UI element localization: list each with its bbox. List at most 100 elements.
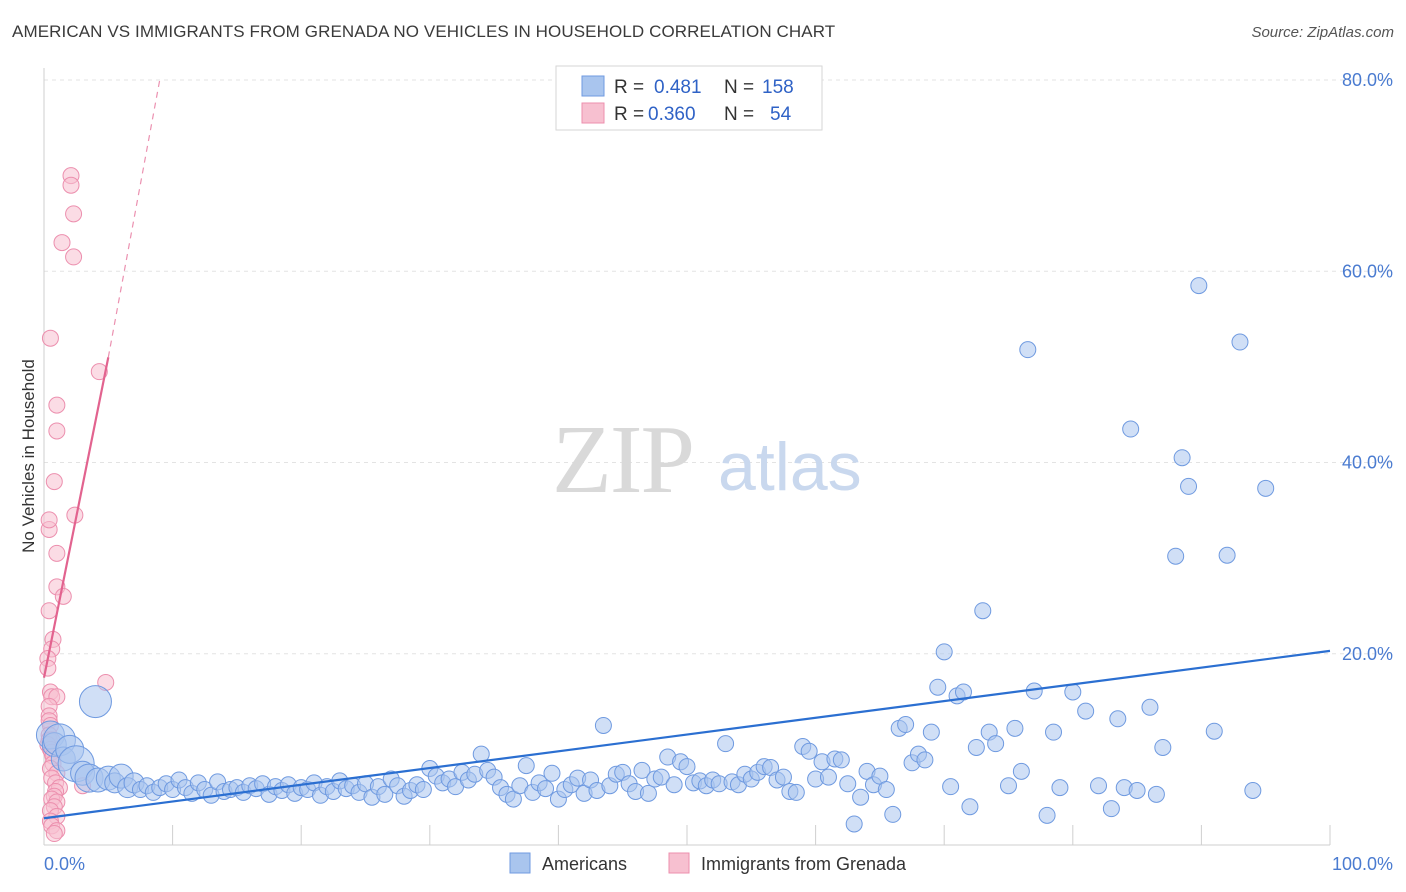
- bottom-legend-grenada: Immigrants from Grenada: [701, 854, 907, 874]
- american-point-124: [832, 751, 850, 769]
- american-point-131: [877, 781, 895, 799]
- grenada-point-16: [40, 602, 58, 620]
- legend-n-label-grenada: N =: [724, 104, 754, 125]
- grenada-point-3: [53, 234, 71, 252]
- legend-r-americans: 0.481: [654, 77, 702, 98]
- american-point-115: [774, 768, 792, 786]
- american-point-167: [1154, 738, 1172, 756]
- american-point-139: [929, 678, 947, 696]
- american-point-138: [922, 723, 940, 741]
- y-tick-label-2: 60.0%: [1342, 261, 1393, 281]
- legend-swatch-americans: [581, 75, 605, 97]
- american-point-122: [819, 768, 837, 786]
- american-point-117: [787, 783, 805, 801]
- american-point-53: [376, 785, 394, 803]
- legend-r-label-americans: R =: [614, 77, 644, 98]
- american-point-172: [1205, 722, 1223, 740]
- grenada-point-9: [45, 473, 63, 491]
- american-point-143: [954, 683, 972, 701]
- grenada-point-8: [48, 422, 66, 440]
- y-tick-label-1: 40.0%: [1342, 453, 1393, 473]
- american-point-157: [1064, 683, 1082, 701]
- american-point-140: [935, 643, 953, 661]
- american-point-155: [1045, 723, 1063, 741]
- american-point-160: [1102, 800, 1120, 818]
- american-point-75: [517, 757, 535, 775]
- american-point-174: [1231, 333, 1249, 351]
- american-point-171: [1190, 277, 1208, 295]
- american-point-79: [543, 764, 561, 782]
- grenada-point-15: [54, 587, 72, 605]
- grenada-point-12: [40, 511, 58, 529]
- american-point-134: [897, 716, 915, 734]
- grenada-point-2: [65, 205, 83, 223]
- legend-n-grenada: 54: [770, 104, 792, 125]
- x-tick-label-1: 100.0%: [1332, 854, 1393, 874]
- y-tick-label-0: 20.0%: [1342, 644, 1393, 664]
- american-point-8: [78, 685, 112, 719]
- american-point-156: [1051, 779, 1069, 797]
- american-point-166: [1147, 785, 1165, 803]
- american-point-126: [845, 815, 863, 833]
- american-point-173: [1218, 546, 1236, 564]
- american-point-141: [942, 778, 960, 796]
- grenada-point-7: [48, 396, 66, 414]
- watermark: ZIP atlas: [552, 406, 862, 514]
- american-point-59: [414, 781, 432, 799]
- american-point-149: [1000, 777, 1017, 795]
- legend-n-americans: 158: [762, 77, 794, 98]
- american-points: [35, 277, 1275, 833]
- american-point-146: [974, 602, 992, 620]
- american-point-137: [916, 751, 934, 769]
- american-point-132: [884, 805, 902, 823]
- american-point-151: [1012, 762, 1030, 780]
- american-point-150: [1006, 719, 1024, 737]
- american-point-176: [1257, 479, 1275, 497]
- axes: [43, 68, 1331, 846]
- chart-title: AMERICAN VS IMMIGRANTS FROM GRENADA NO V…: [12, 22, 836, 41]
- american-point-119: [800, 742, 818, 760]
- american-point-127: [852, 788, 870, 806]
- bottom-legend: Americans Immigrants from Grenada: [509, 852, 907, 874]
- american-point-164: [1128, 781, 1146, 799]
- american-point-158: [1077, 702, 1095, 720]
- american-point-152: [1019, 341, 1037, 359]
- american-point-161: [1109, 710, 1127, 728]
- legend-r-grenada: 0.360: [648, 104, 696, 125]
- grenada-point-53: [45, 825, 63, 843]
- watermark-atlas: atlas: [718, 429, 862, 505]
- american-point-169: [1173, 449, 1191, 467]
- american-point-159: [1090, 777, 1108, 795]
- american-point-154: [1038, 806, 1056, 824]
- american-point-106: [717, 735, 735, 753]
- american-point-170: [1180, 477, 1198, 495]
- watermark-zip: ZIP: [552, 406, 693, 514]
- american-point-98: [665, 776, 683, 794]
- american-trend-line: [43, 649, 1331, 820]
- bottom-legend-americans: Americans: [542, 854, 627, 874]
- grid-lines: [44, 79, 1395, 655]
- american-point-175: [1244, 781, 1262, 799]
- american-point-163: [1122, 420, 1140, 438]
- american-point-94: [639, 784, 657, 802]
- x-tick-label-0: 0.0%: [44, 854, 85, 874]
- grenada-point-4: [65, 248, 83, 266]
- bottom-legend-swatch-americans: [509, 852, 531, 874]
- top-legend: R = 0.481 N = 158 R = 0.360 N = 54: [555, 65, 823, 131]
- legend-swatch-grenada: [581, 102, 605, 124]
- grenada-trend-line: [42, 357, 110, 678]
- bottom-legend-swatch-grenada: [668, 852, 690, 874]
- trend-lines: [42, 79, 1331, 820]
- y-tick-label-3: 80.0%: [1342, 70, 1393, 90]
- american-point-165: [1141, 698, 1159, 716]
- tick-labels: 20.0% 40.0% 60.0% 80.0% 0.0% 100.0%: [44, 70, 1393, 874]
- american-point-144: [961, 798, 979, 816]
- grenada-trend-extension: [107, 79, 161, 358]
- source-credit: Source: ZipAtlas.com: [1251, 24, 1394, 41]
- grenada-point-13: [48, 544, 66, 562]
- american-point-87: [594, 716, 612, 734]
- legend-r-label-grenada: R =: [614, 104, 644, 125]
- american-point-96: [652, 768, 670, 786]
- grenada-point-6: [90, 363, 108, 381]
